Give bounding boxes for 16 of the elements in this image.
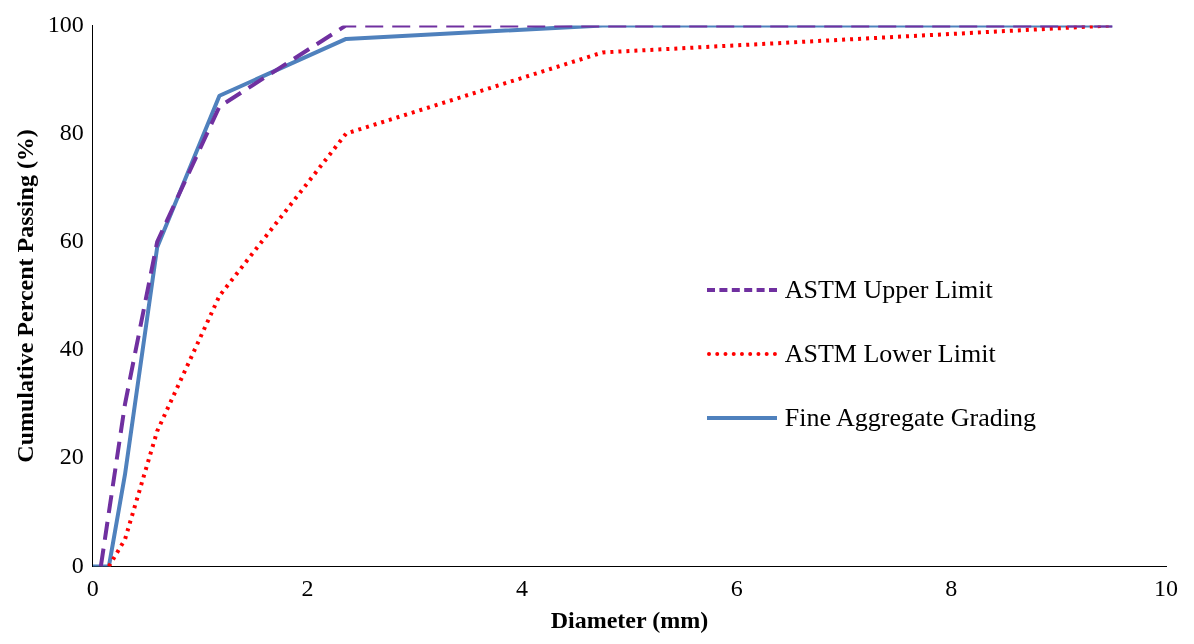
y-tick-label: 0 bbox=[71, 551, 84, 578]
x-tick-label: 4 bbox=[516, 575, 529, 602]
y-tick-label: 60 bbox=[59, 227, 84, 254]
x-tick-label: 6 bbox=[730, 575, 743, 602]
x-tick-label: 10 bbox=[1154, 575, 1178, 602]
legend-label: ASTM Upper Limit bbox=[784, 275, 993, 305]
y-axis-title: Cumulative Percent Passing (%) bbox=[11, 129, 38, 463]
y-tick-label: 100 bbox=[47, 10, 84, 37]
x-axis-title: Diameter (mm) bbox=[550, 606, 709, 633]
y-tick-label: 20 bbox=[59, 443, 84, 470]
x-tick-label: 8 bbox=[945, 575, 958, 602]
y-tick-label: 80 bbox=[59, 118, 84, 145]
y-tick-label: 40 bbox=[59, 335, 84, 362]
x-tick-label: 2 bbox=[301, 575, 314, 602]
legend-label: Fine Aggregate Grading bbox=[784, 403, 1036, 433]
legend-label: ASTM Lower Limit bbox=[784, 339, 996, 369]
